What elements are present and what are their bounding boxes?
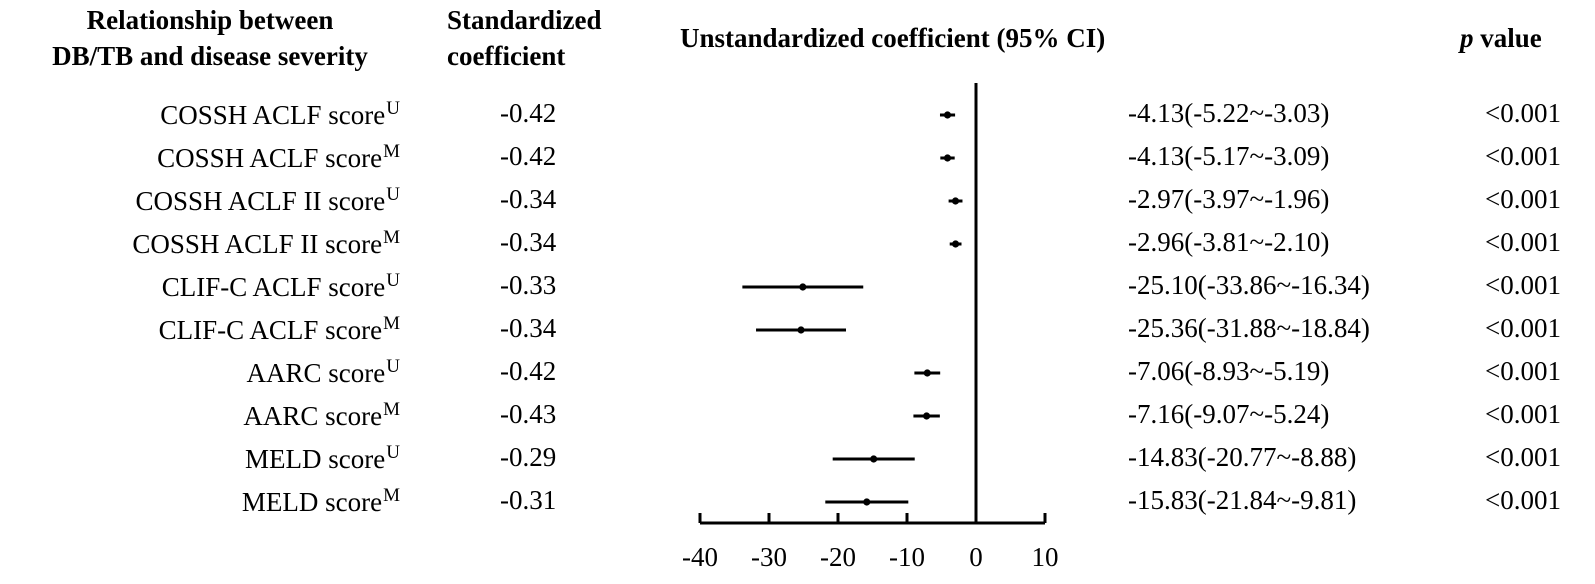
row-label-text: MELD score bbox=[241, 487, 383, 517]
point-estimate bbox=[943, 111, 952, 119]
row-label-superscript: U bbox=[386, 98, 400, 119]
standardized-coefficient: -0.34 bbox=[500, 313, 557, 343]
row-label-superscript: M bbox=[383, 399, 400, 420]
p-value: <0.001 bbox=[1485, 141, 1561, 171]
row-label-superscript: M bbox=[383, 313, 400, 334]
standardized-header-line1: Standardized bbox=[447, 5, 602, 35]
row-label-superscript: U bbox=[386, 442, 400, 463]
row-label-text: MELD score bbox=[245, 444, 386, 474]
row-label-superscript: M bbox=[383, 141, 400, 162]
relationship-header-line1: Relationship between bbox=[86, 5, 334, 35]
row-label-superscript: M bbox=[383, 485, 400, 506]
unstandardized-ci: -7.06(-8.93~-5.19) bbox=[1128, 356, 1330, 386]
x-axis-tick-label: 10 bbox=[1032, 542, 1059, 572]
row-label-superscript: U bbox=[386, 184, 400, 205]
p-italic: p bbox=[1460, 23, 1474, 53]
standardized-coefficient: -0.33 bbox=[500, 270, 557, 300]
unstandardized-header: Unstandardized coefficient (95% CI) bbox=[680, 23, 1106, 53]
p-value: <0.001 bbox=[1485, 270, 1561, 300]
row-label-text: COSSH ACLF score bbox=[157, 143, 383, 173]
p-value: <0.001 bbox=[1485, 485, 1561, 515]
unstandardized-ci: -2.96(-3.81~-2.10) bbox=[1128, 227, 1330, 257]
unstandardized-ci: -25.36(-31.88~-18.84) bbox=[1128, 313, 1370, 343]
p-value: <0.001 bbox=[1485, 227, 1561, 257]
p-value: <0.001 bbox=[1485, 98, 1561, 128]
point-estimate bbox=[863, 498, 871, 506]
p-value: <0.001 bbox=[1485, 356, 1561, 386]
point-estimate bbox=[870, 455, 878, 463]
x-axis-tick-label: -30 bbox=[751, 542, 787, 572]
row-label: MELD scoreU bbox=[245, 442, 400, 475]
point-estimate bbox=[923, 369, 931, 377]
row-label: MELD scoreM bbox=[242, 485, 400, 518]
standardized-header: Standardized coefficient bbox=[447, 2, 602, 74]
point-estimate bbox=[797, 326, 805, 334]
standardized-coefficient: -0.42 bbox=[500, 98, 557, 128]
unstandardized-ci: -7.16(-9.07~-5.24) bbox=[1128, 399, 1330, 429]
standardized-coefficient: -0.34 bbox=[500, 184, 557, 214]
point-estimate bbox=[922, 412, 931, 420]
row-label: CLIF-C ACLF scoreM bbox=[159, 313, 400, 346]
row-label-superscript: U bbox=[386, 270, 400, 291]
p-value: <0.001 bbox=[1485, 184, 1561, 214]
standardized-coefficient: -0.42 bbox=[500, 356, 557, 386]
p-value-header: p value bbox=[1460, 20, 1542, 56]
point-estimate bbox=[951, 197, 960, 205]
x-axis-tick-label: -10 bbox=[889, 542, 925, 572]
row-label-text: CLIF-C ACLF score bbox=[161, 272, 386, 302]
row-label: CLIF-C ACLF scoreU bbox=[162, 270, 400, 303]
row-label-text: COSSH ACLF score bbox=[160, 100, 386, 130]
unstandardized-ci: -4.13(-5.17~-3.09) bbox=[1128, 141, 1330, 171]
point-estimate bbox=[943, 154, 952, 162]
row-label-text: AARC score bbox=[243, 401, 383, 431]
row-label: COSSH ACLF scoreM bbox=[157, 141, 400, 174]
standardized-coefficient: -0.34 bbox=[500, 227, 557, 257]
row-label-text: COSSH ACLF II score bbox=[135, 186, 386, 216]
standardized-header-line2: coefficient bbox=[447, 41, 566, 71]
row-label: COSSH ACLF scoreU bbox=[160, 98, 400, 131]
row-label-text: CLIF-C ACLF score bbox=[158, 315, 383, 345]
x-axis-tick-label: 0 bbox=[969, 542, 983, 572]
p-value: <0.001 bbox=[1485, 399, 1561, 429]
p-value-text: value bbox=[1473, 23, 1542, 53]
point-estimate bbox=[799, 283, 807, 291]
row-label: COSSH ACLF II scoreU bbox=[136, 184, 401, 217]
unstandardized-ci: -2.97(-3.97~-1.96) bbox=[1128, 184, 1330, 214]
standardized-coefficient: -0.29 bbox=[500, 442, 557, 472]
x-axis-tick-label: -20 bbox=[820, 542, 856, 572]
p-value: <0.001 bbox=[1485, 313, 1561, 343]
row-label: AARC scoreM bbox=[243, 399, 400, 432]
standardized-coefficient: -0.31 bbox=[500, 485, 557, 515]
unstandardized-ci: -25.10(-33.86~-16.34) bbox=[1128, 270, 1370, 300]
row-label-text: COSSH ACLF II score bbox=[132, 229, 383, 259]
row-label-superscript: M bbox=[383, 227, 400, 248]
point-estimate bbox=[951, 240, 960, 248]
standardized-coefficient: -0.42 bbox=[500, 141, 557, 171]
row-label-superscript: U bbox=[386, 356, 400, 377]
unstandardized-ci: -14.83(-20.77~-8.88) bbox=[1128, 442, 1357, 472]
unstandardized-ci: -4.13(-5.22~-3.03) bbox=[1128, 98, 1330, 128]
relationship-header-line2: DB/TB and disease severity bbox=[52, 41, 368, 71]
unstandardized-ci: -15.83(-21.84~-9.81) bbox=[1128, 485, 1357, 515]
x-axis-tick-label: -40 bbox=[682, 542, 718, 572]
row-label: AARC scoreU bbox=[247, 356, 400, 389]
standardized-coefficient: -0.43 bbox=[500, 399, 557, 429]
row-label: COSSH ACLF II scoreM bbox=[132, 227, 400, 260]
row-label-text: AARC score bbox=[246, 358, 386, 388]
p-value: <0.001 bbox=[1485, 442, 1561, 472]
relationship-header: Relationship between DB/TB and disease s… bbox=[10, 2, 410, 74]
